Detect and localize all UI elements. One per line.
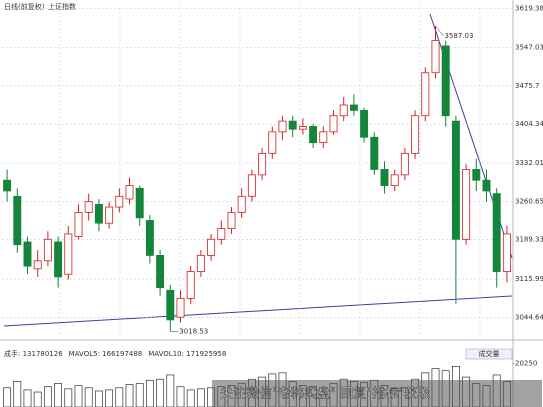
candle-body: [492, 193, 501, 272]
candle-body: [94, 203, 103, 224]
volume-bar: [3, 387, 12, 407]
volume-info: MAVOL10: 171925958: [148, 350, 226, 358]
candle-body: [421, 72, 430, 117]
candle-body: [186, 271, 195, 299]
candle-body: [33, 260, 42, 270]
candle-body: [43, 238, 52, 262]
candle-body: [502, 233, 511, 272]
watermark: 关注微信"老韩实盘" 回复"指标"获取: [220, 386, 430, 402]
candle-body: [64, 233, 73, 275]
volume-bar: [196, 388, 205, 407]
candle-body: [349, 104, 358, 111]
watermark-bg: [212, 380, 542, 407]
trend-line: [3, 295, 513, 327]
candle-body: [196, 255, 205, 272]
candle-body: [23, 241, 32, 267]
chart-subtitle: 上证指数: [48, 2, 76, 11]
candle-body: [298, 126, 307, 130]
candle-body: [84, 201, 93, 213]
y-tick-label: 3404.34: [515, 120, 543, 128]
candle-body: [339, 104, 348, 117]
candle-body: [370, 136, 379, 170]
candle-body: [145, 220, 154, 256]
y-tick-label: 3044.64: [515, 313, 543, 321]
candle-body: [227, 212, 236, 229]
candle-body: [3, 179, 12, 192]
candle-body: [105, 206, 114, 224]
candle-body: [156, 255, 165, 289]
candle-body: [166, 289, 175, 321]
candle-body: [400, 152, 409, 176]
candle-body: [441, 45, 450, 117]
volume-button[interactable]: [465, 348, 513, 360]
candle-body: [125, 185, 134, 200]
candle-body: [431, 40, 440, 74]
candle-body: [309, 126, 318, 144]
volume-bar: [135, 383, 144, 407]
candle-body: [482, 179, 491, 192]
y-tick-label: 20250: [515, 360, 537, 368]
candle-body: [451, 120, 460, 240]
candle-body: [278, 120, 287, 133]
candle-body: [74, 212, 83, 238]
candle-body: [288, 120, 297, 130]
candle-body: [472, 169, 481, 181]
y-tick-label: 3332.01: [515, 159, 543, 167]
y-tick-label: 3260.65: [515, 197, 543, 205]
candle-body: [411, 115, 420, 154]
candle-body: [268, 131, 277, 154]
candle-body: [360, 109, 369, 138]
candle-body: [462, 169, 471, 240]
annotation-leader: [435, 25, 444, 37]
y-tick-label: 3619.38: [515, 5, 543, 13]
volume-bar: [176, 386, 185, 407]
candle-body: [237, 195, 246, 213]
candle-body: [217, 228, 226, 240]
high-annotation: 3587.03: [445, 32, 474, 40]
y-tick-label: 3475.7: [515, 82, 540, 90]
volume-bar: [84, 387, 93, 407]
volume-info: 成手: 131780126: [4, 349, 63, 358]
candle-body: [207, 238, 216, 256]
candle-body: [13, 195, 22, 246]
volume-bar: [54, 383, 63, 407]
volume-bar: [64, 388, 73, 407]
candle-body: [247, 174, 256, 197]
candle-body: [135, 187, 144, 219]
low-annotation: 3018.53: [179, 327, 208, 335]
candle-body: [390, 174, 399, 186]
volume-button-label[interactable]: 成交量: [479, 349, 500, 358]
plot: 3619.38 3547.03 3475.7 3404.34 3332.01 3260.6…: [2, 4, 543, 407]
candle-body: [176, 297, 185, 318]
candle-body: [258, 152, 267, 176]
candle-body: [380, 169, 389, 186]
candle-body: [329, 115, 338, 133]
candle-body: [319, 131, 328, 144]
chart-title: 日线(前复权): [4, 2, 45, 11]
candle-body: [54, 241, 63, 278]
y-tick-label: 3189.33: [515, 236, 543, 244]
y-tick-label: 3547.03: [515, 43, 543, 51]
volume-bar: [13, 381, 22, 407]
volume-bar: [115, 387, 124, 407]
volume-info: MAVOL5: 166197488: [69, 350, 143, 358]
volume-bar: [43, 386, 52, 407]
volume-bar: [166, 374, 175, 407]
candle-body: [115, 195, 124, 208]
y-tick-label: 3115.99: [515, 275, 543, 283]
